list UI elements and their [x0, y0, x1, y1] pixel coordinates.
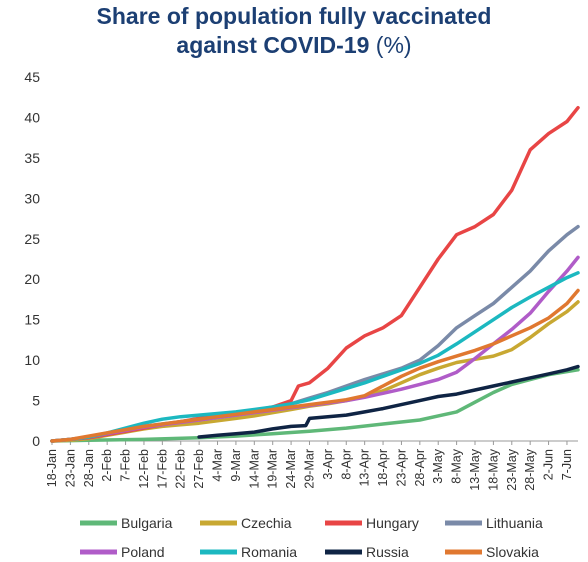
- legend-label: Lithuania: [486, 515, 543, 531]
- y-tick-label: 25: [24, 231, 40, 247]
- x-tick-label: 29-Mar: [302, 449, 316, 489]
- x-tick-label: 19-Mar: [266, 449, 280, 489]
- x-tick-label: 13-Apr: [358, 449, 372, 487]
- x-tick-label: 7-Feb: [119, 449, 133, 482]
- x-tick-label: 27-Feb: [192, 449, 206, 489]
- x-tick-label: 8-May: [450, 448, 464, 483]
- y-tick-label: 10: [24, 352, 40, 368]
- y-tick-label: 15: [24, 312, 40, 328]
- y-tick-label: 35: [24, 150, 40, 166]
- x-tick-label: 4-Mar: [211, 449, 225, 482]
- x-tick-label: 18-May: [486, 448, 500, 490]
- x-tick-label: 22-Feb: [174, 449, 188, 489]
- x-tick-label: 3-Apr: [321, 449, 335, 480]
- y-tick-label: 5: [32, 393, 40, 409]
- x-tick-label: 23-May: [505, 448, 519, 490]
- y-axis: 0 5 10 15 20 25 30 35 40 45: [24, 69, 40, 449]
- legend-label: Slovakia: [486, 544, 539, 560]
- series-line-romania: [50, 271, 580, 443]
- legend-label: Bulgaria: [121, 515, 173, 531]
- series-line-czechia: [50, 300, 580, 443]
- x-tick-label: 13-May: [468, 448, 482, 490]
- x-tick-label: 2-Feb: [100, 449, 114, 482]
- legend-label: Poland: [121, 544, 165, 560]
- x-tick-label: 28-Apr: [413, 449, 427, 487]
- x-tick-label: 23-Apr: [394, 449, 408, 487]
- x-tick-label: 23-Jan: [63, 449, 77, 487]
- legend-label: Russia: [366, 544, 409, 560]
- y-tick-label: 30: [24, 190, 40, 206]
- chart-title-line1: Share of population fully vaccinated: [96, 3, 492, 29]
- x-tick-label: 18-Jan: [45, 449, 59, 487]
- series-line-slovakia: [50, 288, 580, 443]
- y-tick-label: 45: [24, 69, 40, 85]
- chart-title-unit: (%): [375, 32, 412, 58]
- legend-label: Czechia: [241, 515, 292, 531]
- legend-label: Hungary: [366, 515, 419, 531]
- x-tick-label: 28-Jan: [82, 449, 96, 487]
- x-tick-label: 7-Jun: [560, 449, 574, 480]
- x-tick-label: 17-Feb: [155, 449, 169, 489]
- series-line-bulgaria: [50, 368, 580, 443]
- x-tick-label: 9-Mar: [229, 449, 243, 482]
- chart-title: Share of population fully vaccinated aga…: [0, 2, 588, 60]
- x-tick-label: 14-Mar: [247, 449, 261, 489]
- x-tick-label: 28-May: [523, 448, 537, 490]
- series-line-russia: [197, 364, 580, 439]
- y-tick-label: 0: [32, 433, 40, 449]
- x-tick-label: 12-Feb: [137, 449, 151, 489]
- y-tick-label: 40: [24, 109, 40, 125]
- x-tick-label: 24-Mar: [284, 449, 298, 489]
- x-tick-label: 18-Apr: [376, 449, 390, 487]
- series-line-poland: [50, 255, 580, 443]
- chart-title-line2-bold: against COVID-19: [176, 32, 370, 58]
- chart-title-line2: against COVID-19 (%): [0, 31, 588, 60]
- legend-label: Romania: [241, 544, 297, 560]
- x-tick-label: 8-Apr: [339, 449, 353, 480]
- x-tick-label: 3-May: [431, 448, 445, 483]
- series-line-lithuania: [50, 224, 580, 443]
- y-tick-label: 20: [24, 271, 40, 287]
- series-lines: [50, 105, 580, 443]
- legend: Bulgaria Czechia Hungary Lithuania Poland Rom…: [80, 515, 543, 560]
- x-axis: 18-Jan 23-Jan 28-Jan 2-Feb 7-Feb 12-Feb 17-Feb…: [45, 440, 578, 491]
- x-tick-label: 2-Jun: [542, 449, 556, 480]
